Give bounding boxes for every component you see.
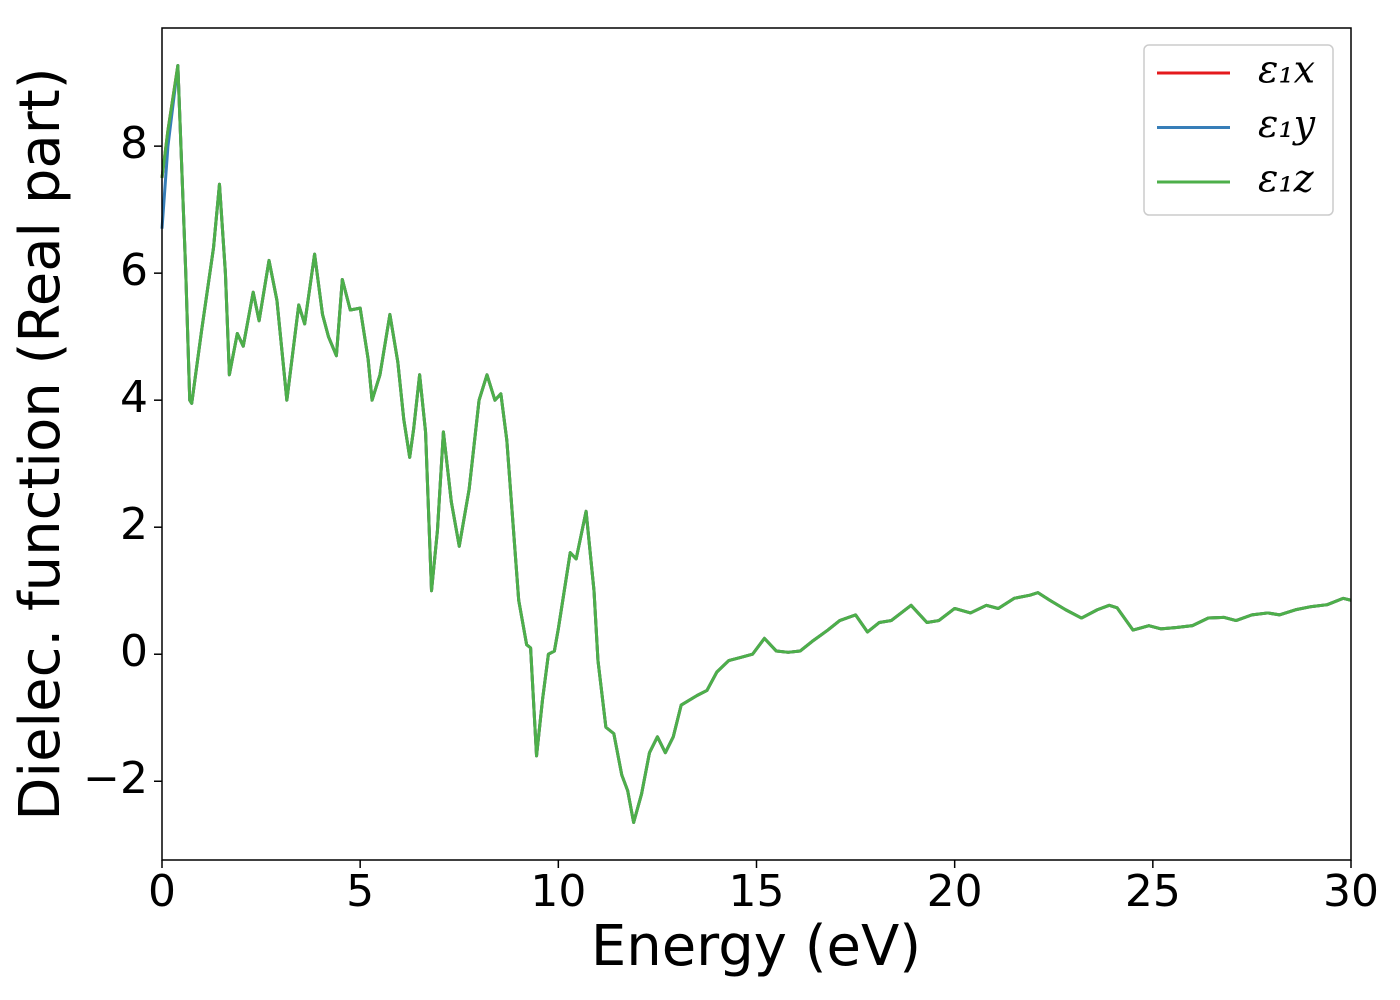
y-tick-label: 6 [120, 245, 148, 296]
y-tick-label: 0 [120, 626, 148, 677]
legend-label: ε₁x [1258, 48, 1315, 92]
legend-label: ε₁y [1258, 102, 1316, 146]
plot-frame [161, 27, 1352, 861]
x-tick-label: 20 [927, 866, 983, 917]
x-tick-label: 25 [1125, 866, 1181, 917]
y-tick-label: −2 [83, 753, 148, 804]
x-tick-label: 10 [530, 866, 586, 917]
x-tick-label: 5 [346, 866, 374, 917]
y-tick-label: 8 [120, 118, 148, 169]
y-tick-label: 2 [120, 499, 148, 550]
legend-label: ε₁z [1258, 157, 1315, 201]
x-tick-label: 15 [729, 866, 785, 917]
y-tick-label: 4 [120, 372, 148, 423]
x-axis-label: Energy (eV) [591, 914, 921, 979]
x-tick-label: 30 [1323, 866, 1379, 917]
legend-box [1143, 44, 1334, 216]
data-line [160, 63, 1352, 825]
x-tick-label: 0 [148, 866, 176, 917]
y-axis-label: Dielec. function (Real part) [8, 67, 73, 820]
